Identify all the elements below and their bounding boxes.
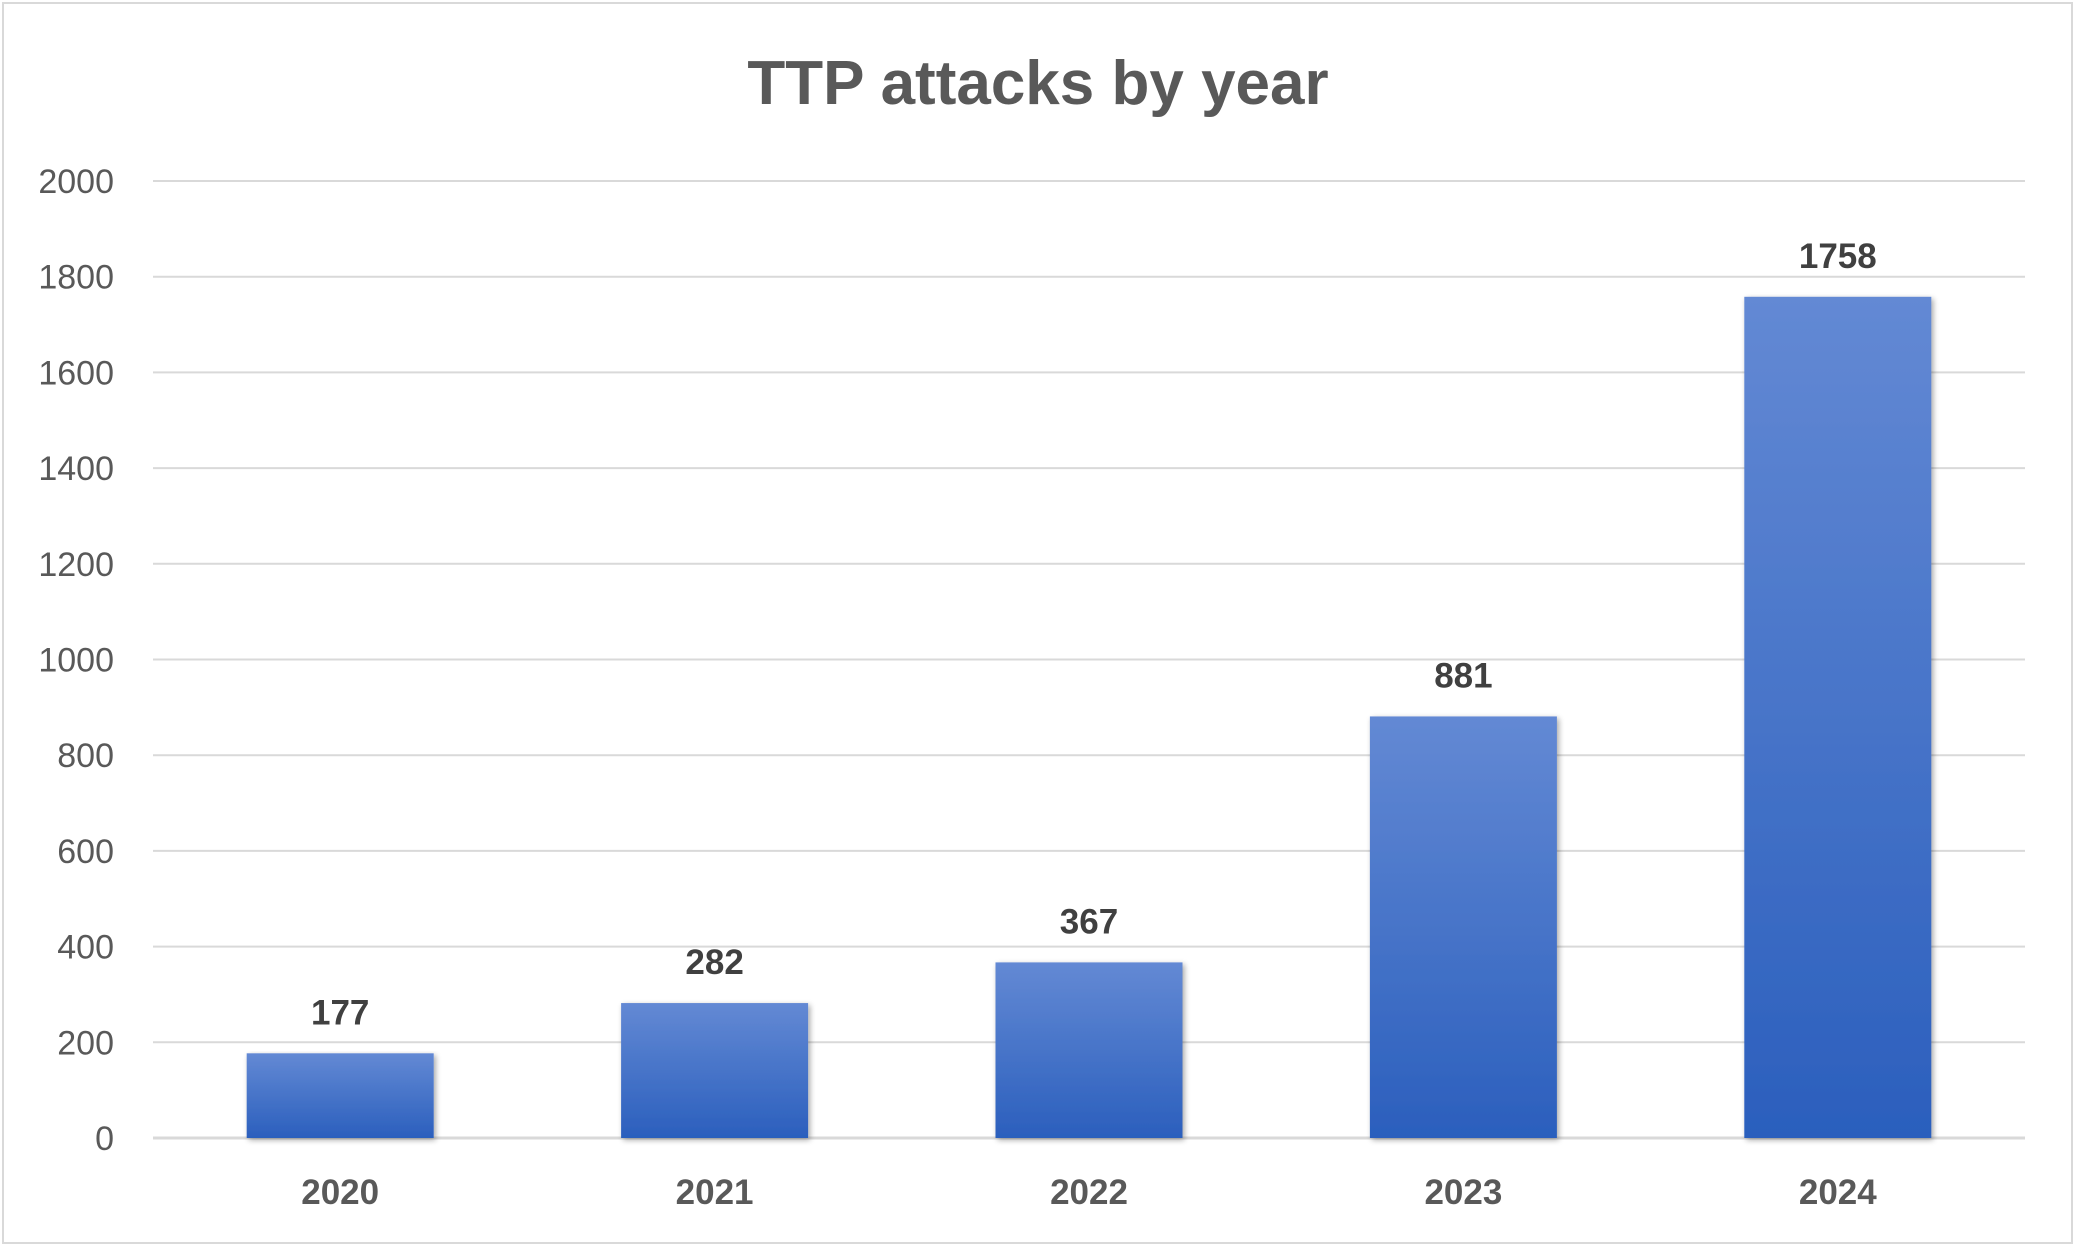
y-tick-label: 1000 (38, 642, 114, 680)
bar-2021 (621, 1003, 809, 1138)
data-label-2021: 282 (685, 943, 743, 982)
bars (246, 296, 1932, 1138)
y-tick-label: 1600 (38, 354, 114, 392)
data-labels: 177 282 367 881 1758 (311, 237, 1877, 1033)
bar-2023 (1369, 716, 1557, 1138)
x-axis-ticks: 2020 2021 2022 2023 2024 (301, 1173, 1877, 1212)
y-tick-label: 800 (57, 737, 114, 775)
gridlines (153, 180, 2025, 1140)
x-tick-label-2020: 2020 (301, 1173, 379, 1212)
y-tick-label: 600 (57, 833, 114, 871)
data-label-2022: 367 (1060, 902, 1118, 941)
y-tick-label: 200 (57, 1024, 114, 1062)
y-tick-label: 0 (95, 1120, 114, 1158)
data-label-2024: 1758 (1799, 237, 1877, 276)
y-tick-label: 1200 (38, 546, 114, 584)
x-tick-label-2022: 2022 (1050, 1173, 1128, 1212)
x-tick-label-2023: 2023 (1424, 1173, 1502, 1212)
y-tick-label: 2000 (38, 163, 114, 201)
bar-2020 (246, 1053, 434, 1138)
data-label-2020: 177 (311, 993, 369, 1032)
x-tick-label-2024: 2024 (1799, 1173, 1877, 1212)
bar-2024 (1744, 296, 1932, 1138)
x-tick-label-2021: 2021 (676, 1173, 754, 1212)
data-label-2023: 881 (1434, 656, 1492, 695)
chart-title: TTP attacks by year (747, 49, 1328, 118)
y-tick-label: 400 (57, 929, 114, 967)
y-tick-label: 1400 (38, 450, 114, 488)
y-tick-label: 1800 (38, 259, 114, 297)
bar-2022 (995, 962, 1183, 1138)
y-axis-ticks: 0 200 400 600 800 1000 1200 1400 1600 1800 2000 (38, 163, 114, 1158)
